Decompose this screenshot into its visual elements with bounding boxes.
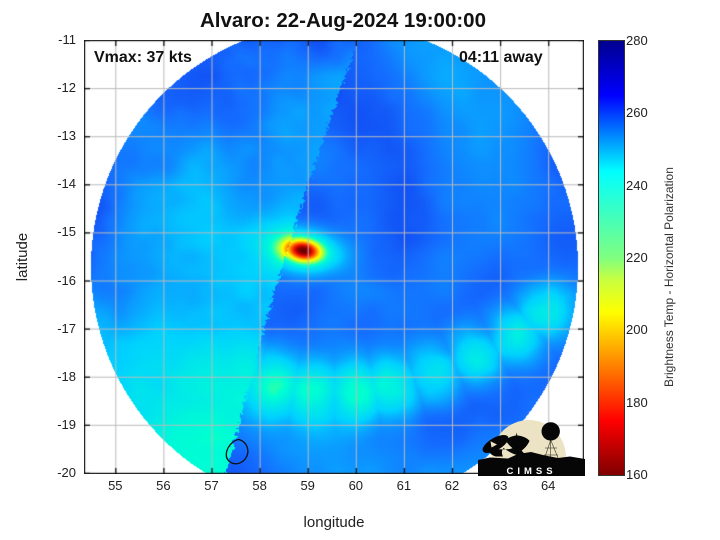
svg-text:CIMSS: CIMSS bbox=[506, 466, 556, 476]
